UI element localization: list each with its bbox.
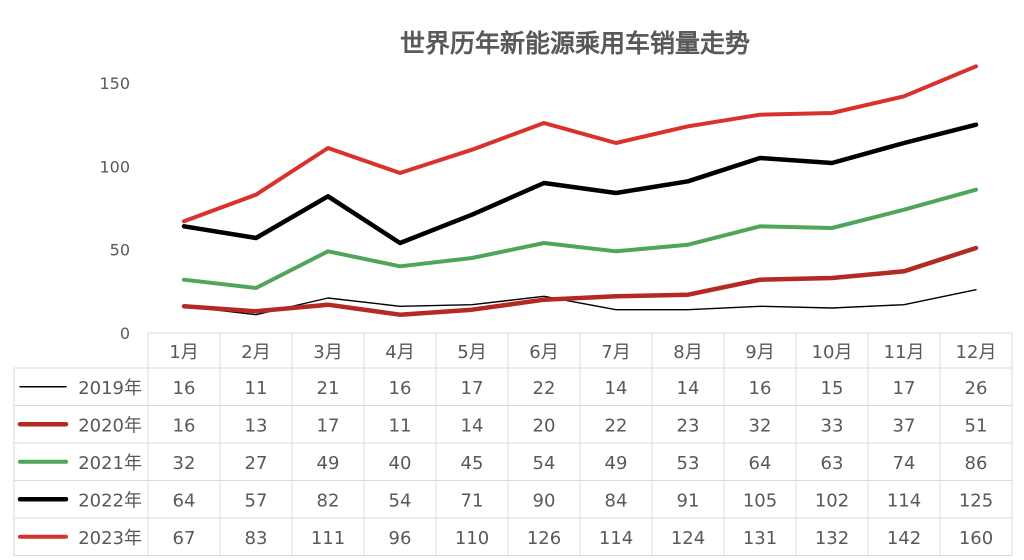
data-cell: 22 (533, 378, 556, 399)
data-cell: 132 (815, 528, 849, 549)
series-line-2023年 (182, 64, 978, 224)
data-cell: 124 (671, 528, 705, 549)
data-cell: 13 (245, 415, 268, 436)
data-cell: 22 (605, 415, 628, 436)
x-tick-label: 7月 (601, 342, 630, 363)
data-cell: 57 (245, 490, 268, 511)
series-lines (181, 64, 979, 317)
data-cell: 54 (533, 453, 556, 474)
x-tick-label: 3月 (313, 342, 342, 363)
data-cell: 64 (749, 453, 772, 474)
x-tick-label: 10月 (812, 342, 853, 363)
data-cell: 49 (605, 453, 628, 474)
data-cell: 74 (893, 453, 916, 474)
x-tick-label: 1月 (169, 342, 198, 363)
data-cell: 45 (461, 453, 484, 474)
data-cell: 111 (311, 528, 345, 549)
data-cell: 32 (749, 415, 772, 436)
data-cell: 102 (815, 490, 849, 511)
x-tick-label: 5月 (457, 342, 486, 363)
data-table: 1月 2月 3月 4月 5月 6月 7月 8月 9月 10月 11月 12月 2019年 16 11 21 16… (13, 332, 1013, 556)
series-line-2020年 (181, 245, 979, 317)
data-cell: 96 (389, 528, 412, 549)
data-cell: 142 (887, 528, 921, 549)
data-cell: 114 (599, 528, 633, 549)
data-cell: 126 (527, 528, 561, 549)
data-cell: 84 (605, 490, 628, 511)
data-cell: 11 (389, 415, 412, 436)
data-cell: 53 (677, 453, 700, 474)
data-cell: 91 (677, 490, 700, 511)
data-cell: 14 (461, 415, 484, 436)
data-cell: 17 (893, 378, 916, 399)
legend-label: 2019年 (78, 378, 142, 399)
legend-label: 2022年 (78, 490, 142, 511)
x-tick-label: 8月 (673, 342, 702, 363)
series-line-2019年 (183, 289, 977, 316)
data-cell: 27 (245, 453, 268, 474)
data-cell: 15 (821, 378, 844, 399)
data-cell: 14 (605, 378, 628, 399)
legend-label: 2021年 (78, 453, 142, 474)
data-cell: 110 (455, 528, 489, 549)
data-cell: 67 (173, 528, 196, 549)
data-cell: 114 (887, 490, 921, 511)
data-cell: 17 (461, 378, 484, 399)
data-cell: 86 (965, 453, 988, 474)
x-tick-label: 11月 (884, 342, 925, 363)
data-cell: 16 (749, 378, 772, 399)
data-cell: 26 (965, 378, 988, 399)
data-cell: 16 (389, 378, 412, 399)
data-cell: 125 (959, 490, 993, 511)
y-tick-label: 50 (110, 241, 130, 260)
data-cell: 63 (821, 453, 844, 474)
data-cell: 131 (743, 528, 777, 549)
data-cell: 160 (959, 528, 993, 549)
data-cell: 71 (461, 490, 484, 511)
data-cell: 16 (173, 415, 196, 436)
data-cell: 37 (893, 415, 916, 436)
data-cell: 33 (821, 415, 844, 436)
data-cell: 105 (743, 490, 777, 511)
data-cell: 90 (533, 490, 556, 511)
data-cell: 21 (317, 378, 340, 399)
x-tick-label: 6月 (529, 342, 558, 363)
x-tick-label: 9月 (745, 342, 774, 363)
data-cell: 82 (317, 490, 340, 511)
x-tick-label: 4月 (385, 342, 414, 363)
series-line-2022年 (181, 122, 979, 246)
data-cell: 64 (173, 490, 196, 511)
data-cell: 51 (965, 415, 988, 436)
x-tick-label: 12月 (956, 342, 997, 363)
y-tick-label: 150 (99, 74, 130, 93)
data-cell: 20 (533, 415, 556, 436)
data-cell: 32 (173, 453, 196, 474)
series-line-2021年 (182, 187, 978, 290)
data-cell: 17 (317, 415, 340, 436)
data-cell: 14 (677, 378, 700, 399)
data-cell: 11 (245, 378, 268, 399)
chart-title: 世界历年新能源乘用车销量走势 (400, 29, 750, 58)
data-cell: 23 (677, 415, 700, 436)
data-cell: 83 (245, 528, 268, 549)
y-axis: 0 50 100 150 (99, 74, 130, 343)
legend-label: 2020年 (78, 415, 142, 436)
x-tick-label: 2月 (241, 342, 270, 363)
data-cell: 40 (389, 453, 412, 474)
y-tick-label: 0 (120, 324, 130, 343)
legend-label: 2023年 (78, 528, 142, 549)
data-cell: 49 (317, 453, 340, 474)
data-cell: 54 (389, 490, 412, 511)
y-tick-label: 100 (99, 157, 130, 176)
data-cell: 16 (173, 378, 196, 399)
